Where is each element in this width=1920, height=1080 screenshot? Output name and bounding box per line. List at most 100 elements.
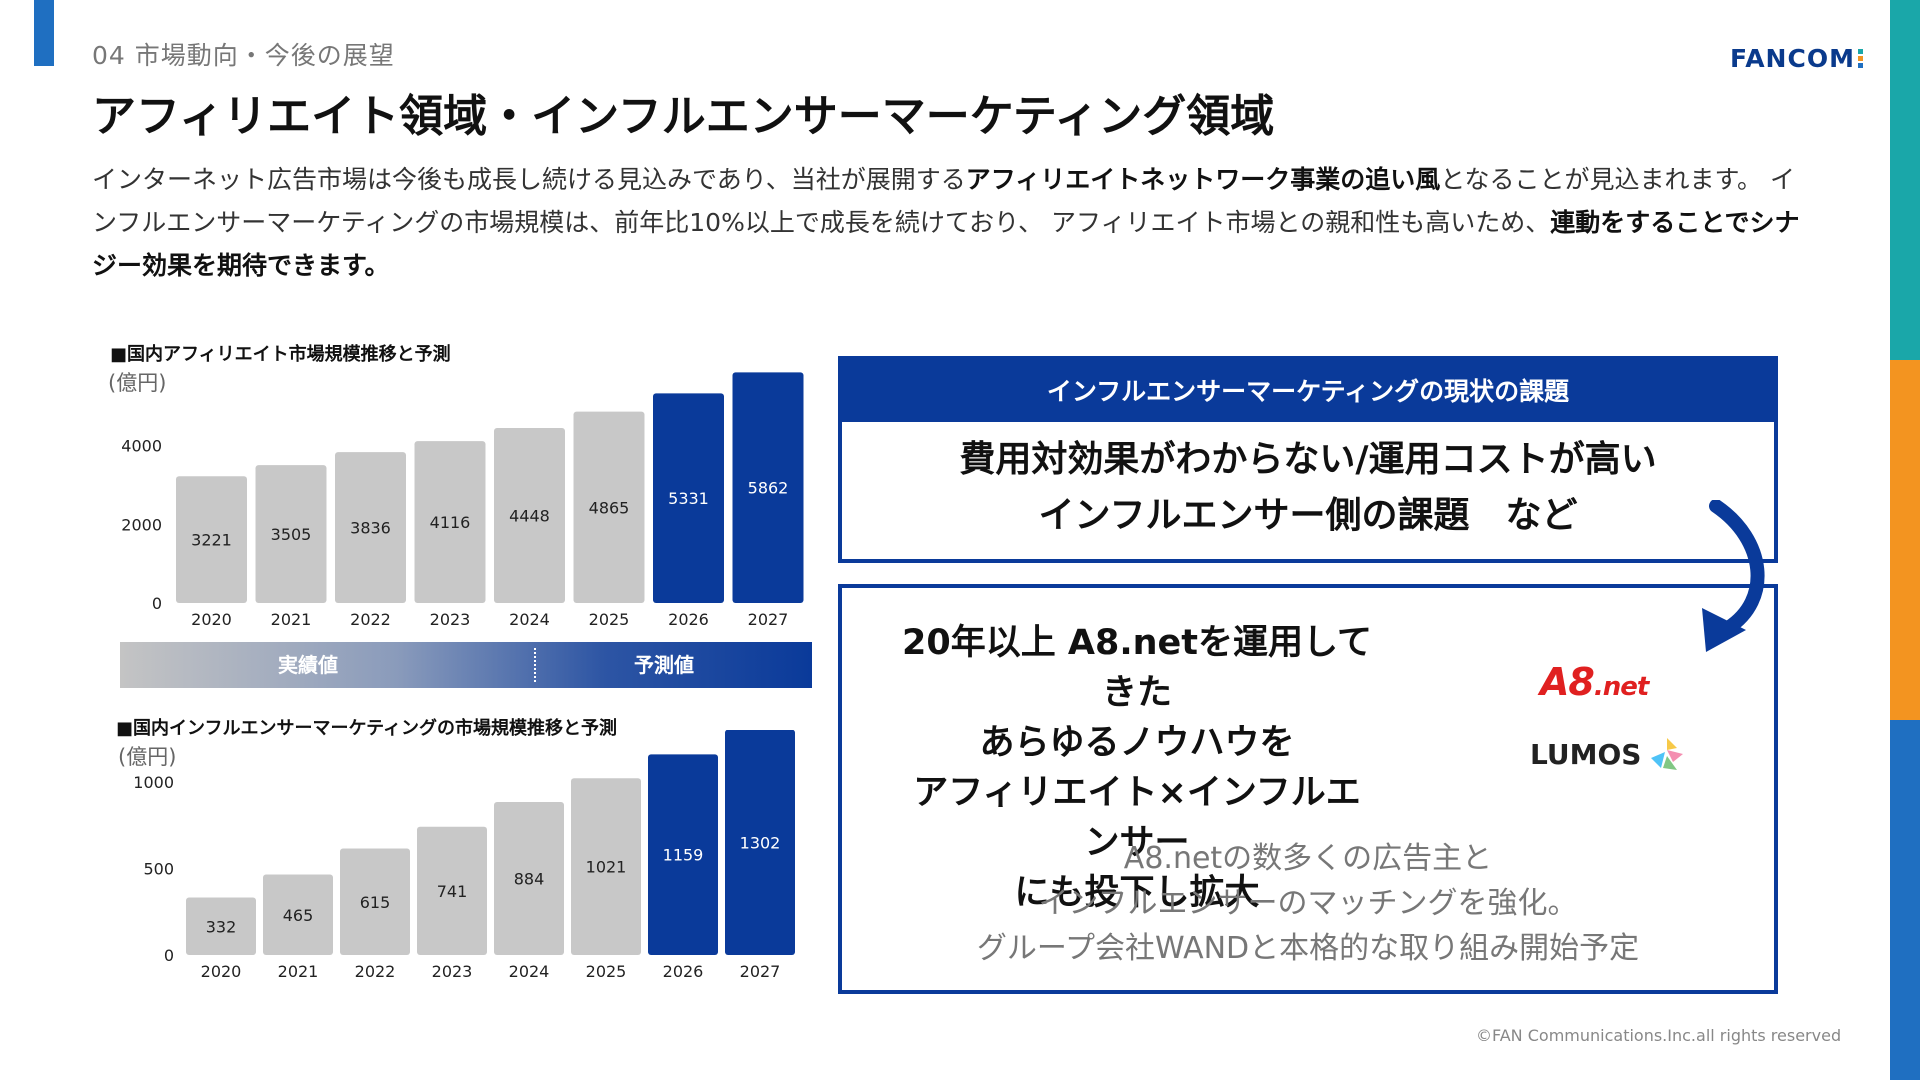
x-tick-label-2023: 2023 [430,610,471,629]
influencer-market-chart: 0 500 1000 332 2020 465 2021 615 2022 741 2023 884 2… [133,730,795,980]
issue-line-2: インフルエンサー側の課題 など [1038,495,1578,536]
bar-2023 [417,826,487,955]
data-label-2025: 4865 [589,498,630,517]
chart2-title: ■国内インフルエンサーマーケティングの市場規模推移と予測 [116,718,618,739]
x-tick-label-2027: 2027 [740,962,781,980]
intro-bold-2: 連動をすることでシナジー効果を期待できます。 [92,208,1800,280]
y-tick-label: 500 [143,859,174,878]
legend-forecast: 予測値 [634,653,694,677]
data-label-2023: 741 [437,882,468,901]
issue-heading: インフルエンサーマーケティングの現状の課題 [842,360,1774,422]
accent-bar [34,0,54,66]
x-tick-label-2021: 2021 [278,962,319,980]
solution-main: 20年以上 A8.netを運用してきた あらゆるノウハウを アフィリエイト×イン… [902,618,1372,918]
intro-part-2: となることが見込まれます。 インフルエンサーマーケティングの市場規模は、前年比1… [92,165,1795,237]
side-stripe-teal [1890,0,1920,360]
bar-2027 [732,372,804,603]
lumos-mark-icon [1651,738,1684,770]
data-label-2024: 4448 [509,507,550,526]
lumos-logo: LUMOS [1530,736,1687,772]
fancom-logo: FANCOM [1730,44,1863,73]
a8-logo-net: .net [1593,672,1649,702]
bar-2024 [494,428,565,603]
data-label-2020: 332 [206,917,237,936]
y-tick-label: 2000 [121,515,162,534]
chart1-title: ■国内アフィリエイト市場規模推移と予測 [110,344,451,365]
data-label-2022: 615 [360,893,391,912]
copyright: ©FAN Communications.Inc.all rights reser… [1476,1026,1842,1045]
legend-divider [534,648,536,682]
bar-2026 [653,393,724,603]
solution-sub-3: グループ会社WANDと本格的な取り組み開始予定 [976,931,1640,966]
data-label-2020: 3221 [191,531,232,550]
x-tick-label-2026: 2026 [668,610,709,629]
legend-actual: 実績値 [278,653,338,677]
bar-2026 [648,754,718,955]
y-tick-label: 1000 [133,773,174,792]
logo-mark-icon [1857,49,1863,68]
affiliate-market-chart: 0 2000 4000 3221 2020 3505 2021 3836 2022 4116 202… [121,372,804,629]
side-stripe-orange [1890,360,1920,720]
data-label-2026: 1159 [663,846,704,865]
chart2-unit: (億円) [118,745,177,769]
data-label-2023: 4116 [430,513,471,532]
data-label-2026: 5331 [668,489,709,508]
solution-sub-1: A8.netの数多くの広告主と [1123,841,1493,876]
logo-text: FANCOM [1730,44,1855,73]
data-label-2027: 1302 [740,833,781,852]
bar-2021 [255,465,327,603]
x-tick-label-2025: 2025 [586,962,627,980]
data-label-2024: 884 [514,870,545,889]
x-tick-label-2024: 2024 [509,610,550,629]
solution-sub-2: インフルエンサーのマッチングを強化。 [1038,886,1578,921]
bar-2022 [335,452,406,603]
data-label-2027: 5862 [748,479,789,498]
section-label: 04 市場動向・今後の展望 [92,41,395,70]
solution-line-1: 20年以上 A8.netを運用してきた [902,623,1372,713]
data-label-2021: 3505 [271,525,312,544]
issue-line-1: 費用対効果がわからない/運用コストが高い [959,439,1657,480]
x-tick-label-2025: 2025 [589,610,630,629]
bar-2025 [571,778,641,955]
y-tick-label: 0 [164,946,174,965]
bar-2024 [494,802,564,955]
x-tick-label-2020: 2020 [201,962,242,980]
a8-logo-main: A8 [1540,660,1595,704]
issue-body: 費用対効果がわからない/運用コストが高い インフルエンサー側の課題 など [842,432,1774,544]
data-label-2025: 1021 [586,858,627,877]
chart1-unit: (億円) [108,371,167,395]
legend-band: 実績値 予測値 [120,642,812,688]
solution-panel: 20年以上 A8.netを運用してきた あらゆるノウハウを アフィリエイト×イン… [838,584,1778,994]
bar-2022 [340,848,410,955]
intro-part-1: インターネット広告市場は今後も成長し続ける見込みであり、当社が展開する [92,165,966,194]
solution-sub: A8.netの数多くの広告主と インフルエンサーのマッチングを強化。 グループ会… [842,836,1774,971]
x-tick-label-2021: 2021 [271,610,312,629]
y-tick-label: 0 [152,594,162,613]
page-title: アフィリエイト領域・インフルエンサーマーケティング領域 [92,91,1275,142]
solution-line-2: あらゆるノウハウを [979,723,1295,763]
intro-bold-1: アフィリエイトネットワーク事業の追い風 [965,165,1441,194]
bar-2027 [725,730,795,955]
bar-2020 [176,476,247,603]
curved-arrow-icon [1702,500,1765,652]
data-label-2021: 465 [283,906,314,925]
bar-2023 [414,441,486,603]
x-tick-label-2023: 2023 [432,962,473,980]
issue-panel: インフルエンサーマーケティングの現状の課題 費用対効果がわからない/運用コストが… [838,356,1778,563]
x-tick-label-2024: 2024 [509,962,550,980]
side-stripe-blue [1890,720,1920,1080]
bar-2020 [186,897,256,955]
lumos-logo-text: LUMOS [1530,737,1642,771]
bar-2025 [573,411,645,603]
solution-line-3: アフィリエイト×インフルエンサー [913,773,1361,863]
data-label-2022: 3836 [350,519,391,538]
x-tick-label-2020: 2020 [191,610,232,629]
bar-2021 [263,874,333,955]
x-tick-label-2026: 2026 [663,962,704,980]
x-tick-label-2022: 2022 [355,962,396,980]
solution-line-4: にも投下し拡大 [1014,873,1260,913]
x-tick-label-2022: 2022 [350,610,391,629]
intro-text: インターネット広告市場は今後も成長し続ける見込みであり、当社が展開するアフィリエ… [92,158,1812,287]
x-tick-label-2027: 2027 [748,610,789,629]
y-tick-label: 4000 [121,437,162,456]
